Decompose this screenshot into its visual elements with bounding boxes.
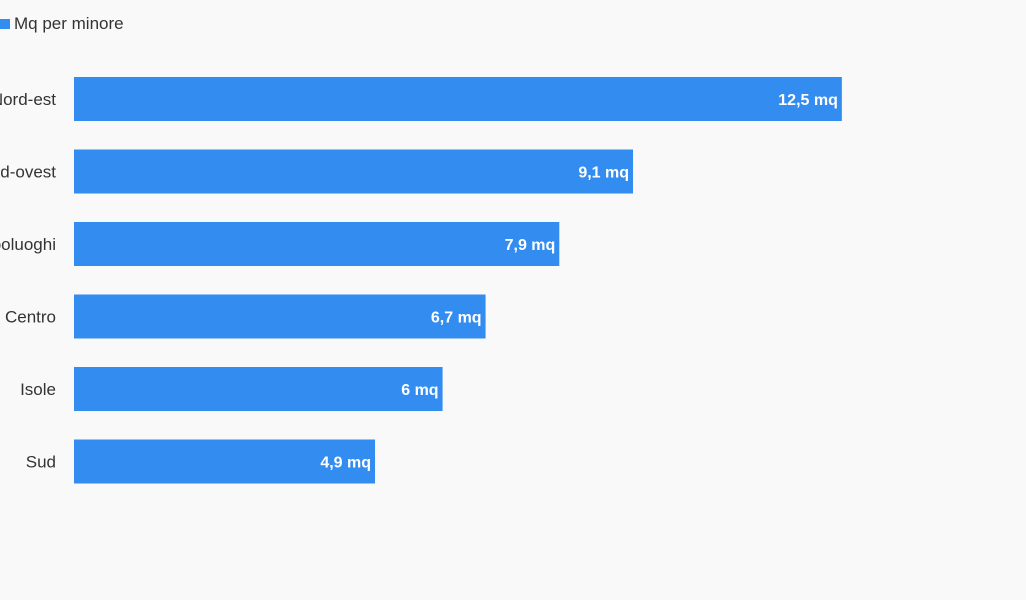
category-label: Isole bbox=[20, 380, 56, 399]
value-label: 9,1 mq bbox=[578, 165, 629, 182]
category-label: Capoluoghi bbox=[0, 235, 56, 254]
legend-label: Mq per minore bbox=[14, 14, 124, 33]
category-label: Sud bbox=[26, 453, 56, 472]
value-label: 6 mq bbox=[401, 382, 438, 399]
category-label: Nord-ovest bbox=[0, 163, 56, 182]
category-label: Nord-est bbox=[0, 90, 56, 109]
bar-centro bbox=[74, 294, 486, 339]
category-label: Centro bbox=[5, 308, 56, 327]
bar-sud bbox=[74, 439, 376, 484]
value-label: 12,5 mq bbox=[778, 92, 838, 109]
legend: Mq per minore bbox=[0, 14, 124, 34]
value-label: 6,7 mq bbox=[431, 310, 482, 327]
bar-nord-est bbox=[74, 77, 842, 121]
value-label: 7,9 mq bbox=[505, 237, 556, 254]
bar-nord-ovest bbox=[74, 149, 634, 194]
legend-swatch bbox=[0, 19, 10, 29]
value-label: 4,9 mq bbox=[320, 455, 371, 472]
bar-capoluoghi bbox=[74, 222, 560, 266]
bar-isole bbox=[74, 367, 443, 411]
